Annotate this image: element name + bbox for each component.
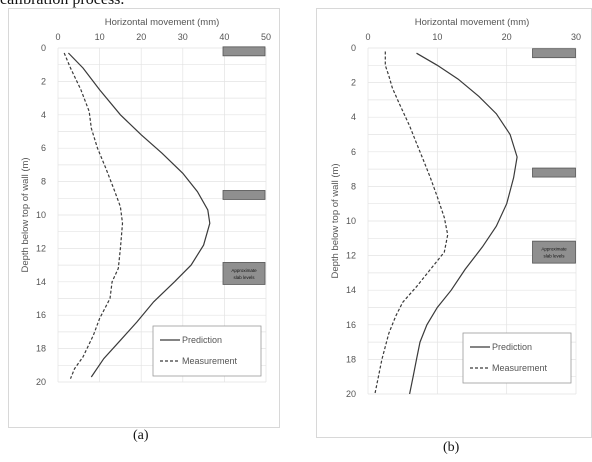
panel-b-legend-label-prediction: Prediction [492,342,532,352]
panel-a-y-tick-label: 14 [36,277,46,287]
panel-b-slab-annotation-line2: slab levels [543,254,565,259]
panel-a-y-tick-label: 8 [41,177,46,187]
top-caption: calibration process. [0,0,124,9]
panel-b-y-tick-label: 14 [346,285,356,295]
panel-a-slab-annotation-line1: Approximate [231,268,257,273]
panel-b-y-tick-label: 16 [346,320,356,330]
panel-a-legend-label-measurement: Measurement [182,356,238,366]
panel-a-x-tick-label: 10 [95,32,105,42]
panel-a-y-tick-label: 0 [41,43,46,53]
panel-b-y-tick-label: 12 [346,251,356,261]
panel-a-slab-annotation-line2: slab levels [233,275,255,280]
panel-a-series-prediction [67,52,211,378]
panel-a-x-tick-label: 30 [178,32,188,42]
panel-b-legend-label-measurement: Measurement [492,363,548,373]
panel-a-x-tick-label: 50 [261,32,271,42]
panel-b-legend-box [462,332,572,384]
panel-a-series-measurement [63,52,124,379]
panel-b-y-tick-label: 0 [351,43,356,53]
panel-a-y-axis-title: Depth below top of wall (m) [20,157,31,272]
panel-a-legend-label-prediction: Prediction [182,335,222,345]
panel-a-y-tick-label: 4 [41,110,46,120]
panel-b-series-prediction [409,52,518,395]
panel-a-y-tick-label: 18 [36,344,46,354]
panel-a-legend-box [152,325,262,377]
panel-a-y-tick-label: 12 [36,243,46,253]
panel-a-y-tick-label: 6 [41,143,46,153]
panel-b-x-axis-title: Horizontal movement (mm) [415,17,530,28]
panel-a-x-tick-label: 0 [55,32,60,42]
panel-b-x-tick-label: 0 [365,32,370,42]
panel-b-x-tick-label: 10 [432,32,442,42]
panel-a-slab-annotation-box [222,262,266,285]
panel-b-slab-marker [532,48,576,59]
panel-a-x-axis-title: Horizontal movement (mm) [105,17,220,28]
panel-b-x-tick-label: 30 [571,32,581,42]
panel-a-y-tick-label: 10 [36,210,46,220]
panel-b-slab-annotation-box [532,240,576,264]
panel-a-slab-marker [222,46,266,57]
panel-b-y-tick-label: 8 [351,181,356,191]
panel-a-y-tick-label: 20 [36,377,46,387]
panel-b-y-tick-label: 10 [346,216,356,226]
panel-b-slab-annotation-line1: Approximate [541,247,567,252]
panel-b-y-tick-label: 2 [351,78,356,88]
panel-b-slab-marker [532,167,576,178]
panel-b-y-tick-label: 20 [346,389,356,399]
panel-a-x-tick-label: 20 [136,32,146,42]
panel-a-slab-marker [222,190,266,200]
panel-a-x-tick-label: 40 [219,32,229,42]
panel-b-y-tick-label: 18 [346,354,356,364]
panel-a-label: (a) [133,428,149,443]
panel-b-y-axis-title: Depth below top of wall (m) [330,163,341,278]
panel-b-y-tick-label: 6 [351,147,356,157]
panel-b-y-tick-label: 4 [351,112,356,122]
panel-a-y-tick-label: 2 [41,76,46,86]
panel-a-y-tick-label: 16 [36,310,46,320]
panel-b-x-tick-label: 20 [502,32,512,42]
panel-b-label: (b) [443,440,460,455]
panel-b-series-measurement [374,51,449,395]
